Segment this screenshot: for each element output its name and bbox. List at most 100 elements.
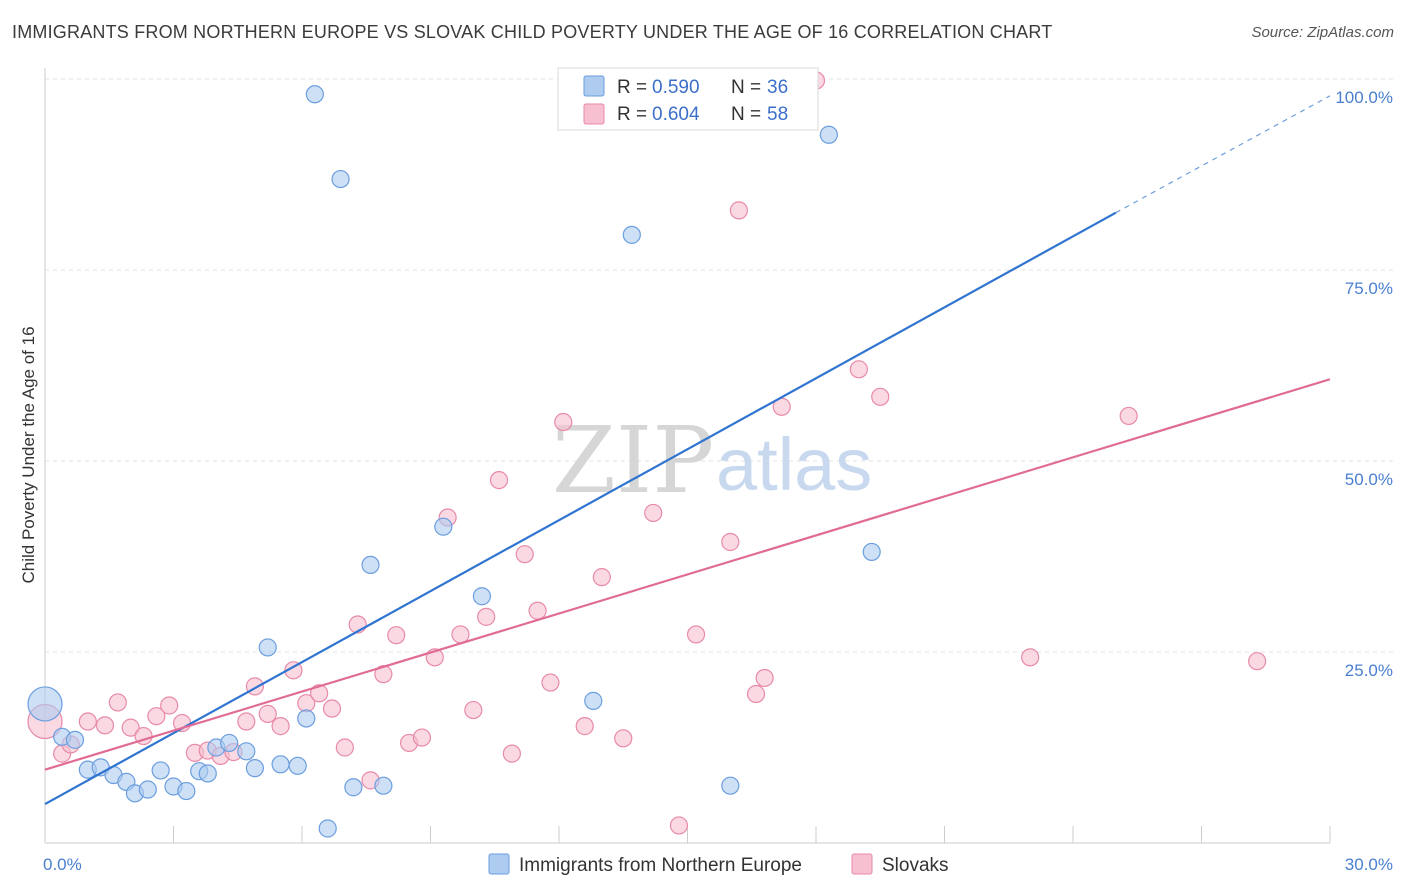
pink-data-point — [729, 201, 749, 220]
blue-data-point — [288, 756, 307, 775]
blue-data-point — [434, 517, 453, 536]
pink-data-point — [575, 717, 594, 736]
pink-data-point — [528, 601, 547, 620]
blue-data-point — [245, 759, 264, 778]
blue-data-point — [305, 85, 324, 104]
watermark: ZIP atlas — [552, 407, 872, 514]
pink-data-point — [322, 699, 342, 718]
correlation-legend: R = 0.590 N = 36 R = 0.604 N = 58 — [557, 67, 819, 131]
blue-data-point — [622, 225, 641, 244]
blue-data-point — [374, 776, 393, 795]
legend-r-label-2: R = — [617, 104, 647, 125]
pink-data-point — [746, 684, 766, 704]
legend-n-value-2: 58 — [767, 104, 788, 125]
blue-data-point — [237, 742, 256, 761]
blue-data-point — [27, 686, 63, 722]
pink-data-point — [669, 816, 689, 835]
pink-data-point — [412, 728, 432, 747]
watermark-atlas: atlas — [716, 423, 872, 506]
y-tick-label: 50.0% — [1345, 470, 1393, 489]
pink-data-point — [554, 412, 573, 432]
pink-data-point — [121, 718, 140, 737]
bottom-legend-label-2: Slovaks — [882, 855, 949, 876]
blue-data-point — [271, 755, 290, 774]
pink-data-point — [1021, 648, 1040, 667]
blue-data-point — [584, 691, 603, 710]
blue-data-point — [177, 781, 196, 801]
pink-data-point — [108, 693, 127, 712]
y-tick-label: 75.0% — [1345, 279, 1393, 298]
y-tick-label: 25.0% — [1345, 661, 1393, 680]
pink-data-point — [515, 545, 534, 564]
pink-data-point — [1248, 652, 1267, 671]
pink-data-point — [160, 696, 179, 715]
blue-data-point — [819, 125, 838, 144]
legend-n-value-1: 36 — [767, 77, 788, 98]
legend-r-value-2: 0.604 — [652, 104, 700, 125]
y-tick-label: 100.0% — [1335, 88, 1393, 107]
bottom-legend: Immigrants from Northern Europe Slovaks — [488, 853, 949, 876]
y-axis-title: Child Poverty Under the Age of 16 — [19, 326, 38, 583]
pink-data-point — [614, 729, 633, 748]
pink-data-point — [477, 607, 496, 626]
blue-data-point — [65, 730, 85, 749]
watermark-zip: ZIP — [552, 407, 714, 514]
legend-r-label-1: R = — [617, 77, 647, 98]
pink-data-point — [451, 625, 470, 644]
chart-title: IMMIGRANTS FROM NORTHERN EUROPE VS SLOVA… — [12, 22, 1053, 42]
blue-data-point — [331, 169, 350, 189]
pink-data-point — [755, 668, 774, 688]
legend-n-label-1: N = — [731, 77, 761, 98]
blue-data-point — [297, 709, 316, 728]
trend-layer — [44, 95, 1331, 805]
pink-data-point — [335, 738, 354, 757]
pink-data-point — [147, 707, 166, 726]
x-tick-label-max: 30.0% — [1345, 855, 1393, 874]
pink-data-point — [258, 704, 277, 723]
x-tick-label-min: 0.0% — [43, 855, 82, 874]
legend-n-label-2: N = — [731, 104, 761, 125]
bottom-legend-swatch-blue — [488, 853, 510, 875]
pink-data-point — [849, 360, 868, 379]
legend-r-value-1: 0.590 — [652, 77, 700, 98]
pink-data-point — [489, 471, 509, 490]
y-tick-labels: 100.0% 75.0% 50.0% 25.0% — [1335, 88, 1393, 680]
pink-data-point — [502, 744, 521, 763]
grid-layer — [45, 78, 1395, 653]
pink-data-point — [1119, 406, 1138, 426]
pink-data-point — [78, 712, 97, 731]
blue-trend-line — [44, 211, 1117, 805]
bottom-legend-swatch-pink — [851, 853, 873, 875]
pink-data-point — [374, 665, 393, 684]
blue-data-point — [220, 733, 239, 753]
pink-data-point — [686, 625, 706, 644]
blue-data-point — [344, 778, 363, 797]
blue-data-point — [138, 780, 157, 799]
blue-trend-extension — [1115, 95, 1331, 214]
pink-data-point — [237, 712, 256, 731]
points-layer — [27, 71, 1267, 838]
bottom-legend-label-1: Immigrants from Northern Europe — [519, 855, 802, 876]
pink-data-point — [592, 568, 611, 587]
blue-data-point — [721, 776, 740, 795]
pink-trend-line — [44, 378, 1331, 771]
pink-data-point — [871, 387, 890, 406]
blue-data-point — [258, 638, 277, 657]
blue-data-point — [862, 542, 881, 562]
blue-data-point — [361, 555, 380, 575]
blue-data-point — [472, 587, 491, 606]
pink-data-point — [541, 673, 560, 692]
blue-data-point — [198, 764, 217, 783]
pink-data-point — [721, 532, 740, 552]
pink-data-point — [464, 700, 483, 720]
pink-data-point — [95, 716, 115, 735]
chart-source: Source: ZipAtlas.com — [1251, 24, 1394, 41]
pink-data-point — [387, 626, 406, 645]
pink-data-point — [310, 684, 329, 703]
legend-swatch-blue — [583, 75, 605, 97]
pink-data-point — [271, 717, 290, 736]
pink-data-point — [644, 503, 663, 523]
blue-data-point — [318, 819, 337, 838]
blue-data-point — [151, 761, 170, 780]
